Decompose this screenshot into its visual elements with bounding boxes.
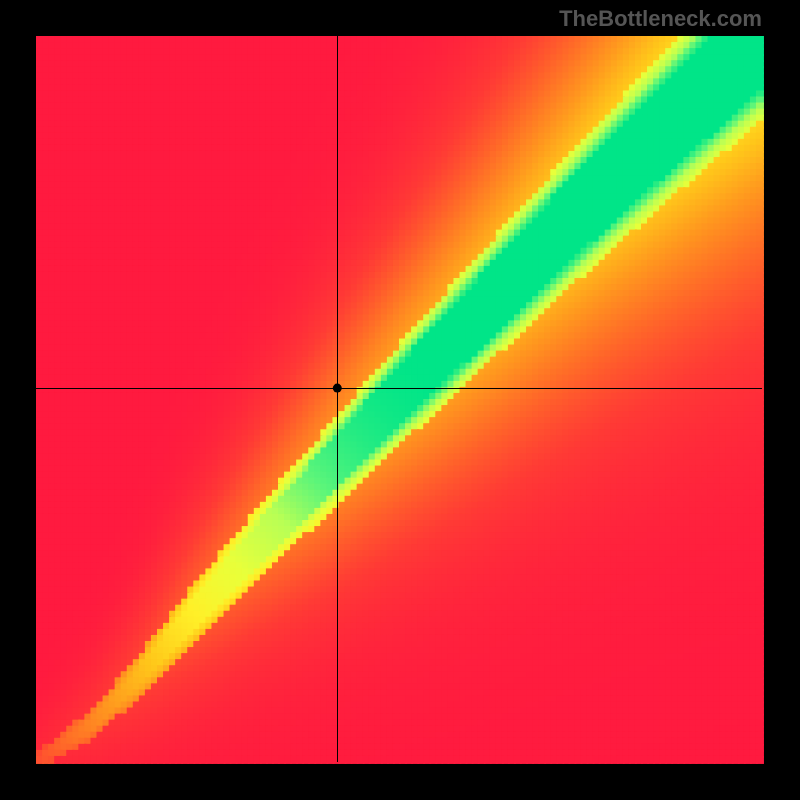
attribution-label: TheBottleneck.com xyxy=(559,6,762,32)
heatmap-canvas xyxy=(0,0,800,800)
chart-container: TheBottleneck.com xyxy=(0,0,800,800)
